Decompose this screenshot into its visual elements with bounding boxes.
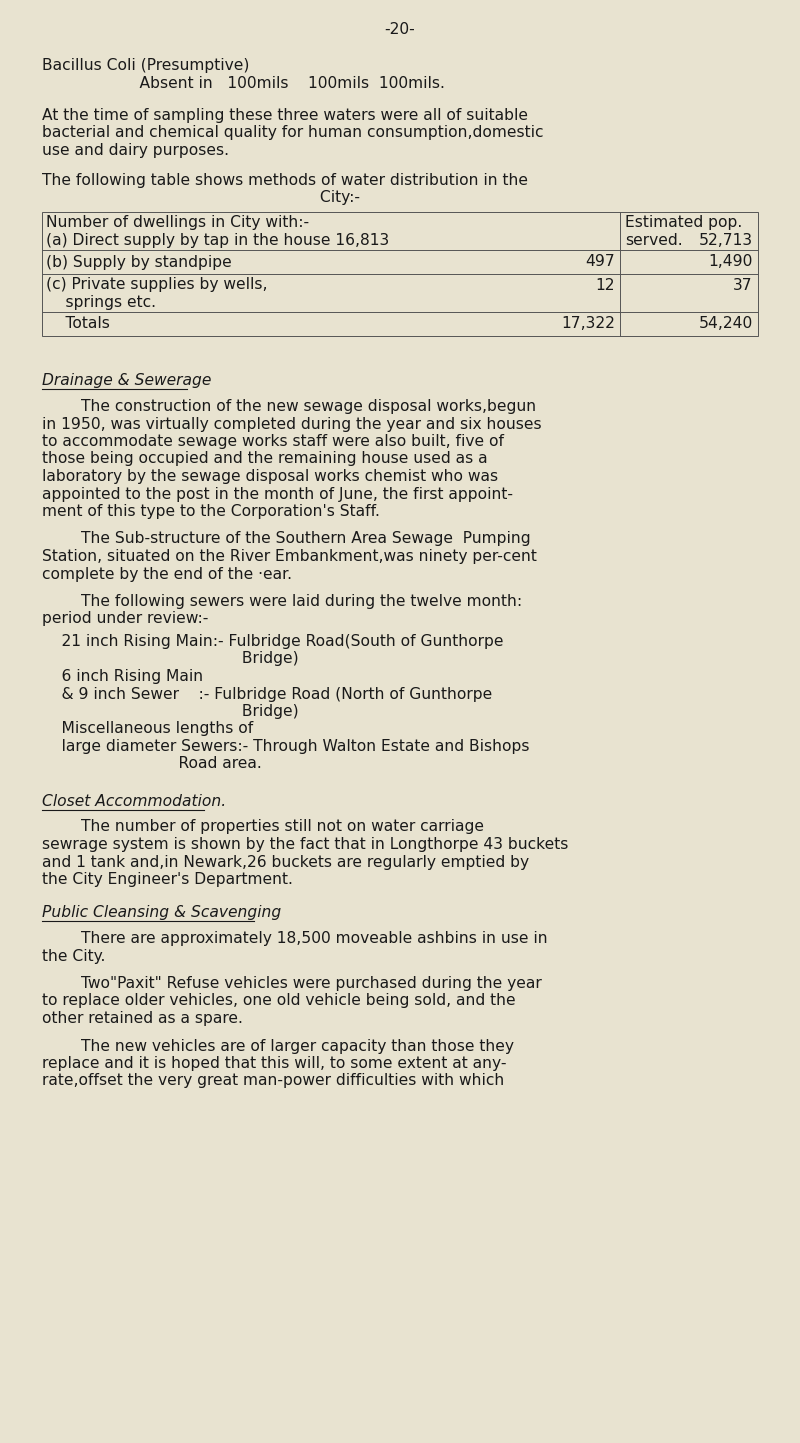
Bar: [42, 212, 758, 336]
Text: and 1 tank and,in Newark,26 buckets are regularly emptied by: and 1 tank and,in Newark,26 buckets are …: [42, 854, 529, 870]
Text: the City Engineer's Department.: the City Engineer's Department.: [42, 872, 293, 887]
Text: There are approximately 18,500 moveable ashbins in use in: There are approximately 18,500 moveable …: [42, 931, 548, 947]
Text: those being occupied and the remaining house used as a: those being occupied and the remaining h…: [42, 452, 488, 466]
Text: Closet Accommodation.: Closet Accommodation.: [42, 794, 226, 810]
Text: The following table shows methods of water distribution in the: The following table shows methods of wat…: [42, 173, 528, 188]
Text: The new vehicles are of larger capacity than those they: The new vehicles are of larger capacity …: [42, 1039, 514, 1053]
Text: Number of dwellings in City with:-: Number of dwellings in City with:-: [46, 215, 309, 231]
Text: period under review:-: period under review:-: [42, 612, 208, 626]
Text: Drainage & Sewerage: Drainage & Sewerage: [42, 374, 211, 388]
Text: The number of properties still not on water carriage: The number of properties still not on wa…: [42, 820, 484, 834]
Text: Public Cleansing & Scavenging: Public Cleansing & Scavenging: [42, 906, 282, 921]
Text: large diameter Sewers:- Through Walton Estate and Bishops: large diameter Sewers:- Through Walton E…: [42, 739, 530, 755]
Text: ment of this type to the Corporation's Staff.: ment of this type to the Corporation's S…: [42, 504, 380, 519]
Text: the City.: the City.: [42, 948, 106, 964]
Text: bacterial and chemical quality for human consumption,domestic: bacterial and chemical quality for human…: [42, 126, 543, 140]
Text: 21 inch Rising Main:- Fulbridge Road(South of Gunthorpe: 21 inch Rising Main:- Fulbridge Road(Sou…: [42, 633, 503, 649]
Text: Estimated pop.: Estimated pop.: [625, 215, 742, 231]
Text: Bridge): Bridge): [42, 651, 298, 667]
Text: 17,322: 17,322: [561, 316, 615, 332]
Text: complete by the end of the ·ear.: complete by the end of the ·ear.: [42, 567, 292, 582]
Text: appointed to the post in the month of June, the first appoint-: appointed to the post in the month of Ju…: [42, 486, 513, 502]
Text: 54,240: 54,240: [698, 316, 753, 332]
Text: (b) Supply by standpipe: (b) Supply by standpipe: [46, 254, 232, 270]
Text: At the time of sampling these three waters were all of suitable: At the time of sampling these three wate…: [42, 108, 528, 123]
Text: The Sub-structure of the Southern Area Sewage  Pumping: The Sub-structure of the Southern Area S…: [42, 531, 530, 547]
Text: Totals: Totals: [46, 316, 110, 332]
Text: 52,713: 52,713: [699, 232, 753, 248]
Text: use and dairy purposes.: use and dairy purposes.: [42, 143, 229, 157]
Text: replace and it is hoped that this will, to some extent at any-: replace and it is hoped that this will, …: [42, 1056, 506, 1071]
Text: 37: 37: [734, 277, 753, 293]
Text: 1,490: 1,490: [709, 254, 753, 270]
Text: Miscellaneous lengths of: Miscellaneous lengths of: [42, 722, 254, 736]
Text: springs etc.: springs etc.: [46, 294, 156, 310]
Text: rate,offset the very great man-power difficulties with which: rate,offset the very great man-power dif…: [42, 1074, 504, 1088]
Text: (a) Direct supply by tap in the house 16,813: (a) Direct supply by tap in the house 16…: [46, 232, 390, 248]
Text: served.: served.: [625, 232, 682, 248]
Text: Bridge): Bridge): [42, 704, 298, 719]
Text: City:-: City:-: [42, 190, 360, 205]
Text: Station, situated on the River Embankment,was ninety per-cent: Station, situated on the River Embankmen…: [42, 548, 537, 564]
Text: 12: 12: [595, 277, 615, 293]
Text: The construction of the new sewage disposal works,begun: The construction of the new sewage dispo…: [42, 400, 536, 414]
Text: 6 inch Rising Main: 6 inch Rising Main: [42, 670, 203, 684]
Text: 497: 497: [586, 254, 615, 270]
Text: The following sewers were laid during the twelve month:: The following sewers were laid during th…: [42, 595, 522, 609]
Text: Bacillus Coli (Presumptive): Bacillus Coli (Presumptive): [42, 58, 250, 74]
Text: in 1950, was virtually completed during the year and six houses: in 1950, was virtually completed during …: [42, 417, 542, 431]
Text: Absent in   100mils    100mils  100mils.: Absent in 100mils 100mils 100mils.: [42, 76, 445, 91]
Text: Road area.: Road area.: [42, 756, 262, 772]
Text: sewrage system is shown by the fact that in Longthorpe 43 buckets: sewrage system is shown by the fact that…: [42, 837, 568, 851]
Text: -20-: -20-: [385, 22, 415, 38]
Text: (c) Private supplies by wells,: (c) Private supplies by wells,: [46, 277, 267, 293]
Text: laboratory by the sewage disposal works chemist who was: laboratory by the sewage disposal works …: [42, 469, 498, 483]
Text: other retained as a spare.: other retained as a spare.: [42, 1012, 243, 1026]
Text: to replace older vehicles, one old vehicle being sold, and the: to replace older vehicles, one old vehic…: [42, 993, 516, 1009]
Text: to accommodate sewage works staff were also built, five of: to accommodate sewage works staff were a…: [42, 434, 504, 449]
Text: Two"Paxit" Refuse vehicles were purchased during the year: Two"Paxit" Refuse vehicles were purchase…: [42, 975, 542, 991]
Text: & 9 inch Sewer    :- Fulbridge Road (North of Gunthorpe: & 9 inch Sewer :- Fulbridge Road (North …: [42, 687, 492, 701]
